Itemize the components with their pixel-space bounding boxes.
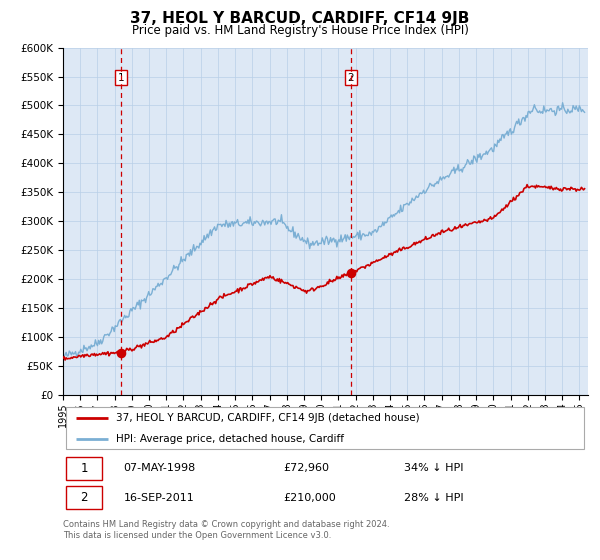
Text: 2: 2 [80, 491, 88, 504]
FancyBboxPatch shape [65, 456, 103, 480]
Text: HPI: Average price, detached house, Cardiff: HPI: Average price, detached house, Card… [115, 434, 343, 444]
Text: 1: 1 [80, 462, 88, 475]
Point [346, 269, 355, 278]
Text: 16-SEP-2011: 16-SEP-2011 [124, 493, 194, 503]
Text: 37, HEOL Y BARCUD, CARDIFF, CF14 9JB (detached house): 37, HEOL Y BARCUD, CARDIFF, CF14 9JB (de… [115, 413, 419, 423]
Text: 34% ↓ HPI: 34% ↓ HPI [404, 463, 464, 473]
Text: Contains HM Land Registry data © Crown copyright and database right 2024.
This d: Contains HM Land Registry data © Crown c… [63, 520, 389, 540]
Text: 1: 1 [118, 73, 124, 83]
FancyBboxPatch shape [65, 407, 584, 449]
Text: 37, HEOL Y BARCUD, CARDIFF, CF14 9JB: 37, HEOL Y BARCUD, CARDIFF, CF14 9JB [130, 11, 470, 26]
Point [116, 348, 125, 357]
Text: £210,000: £210,000 [284, 493, 336, 503]
FancyBboxPatch shape [65, 486, 103, 510]
Text: 28% ↓ HPI: 28% ↓ HPI [404, 493, 464, 503]
Text: £72,960: £72,960 [284, 463, 329, 473]
Text: 2: 2 [347, 73, 354, 83]
Text: 07-MAY-1998: 07-MAY-1998 [124, 463, 196, 473]
Text: Price paid vs. HM Land Registry's House Price Index (HPI): Price paid vs. HM Land Registry's House … [131, 24, 469, 36]
